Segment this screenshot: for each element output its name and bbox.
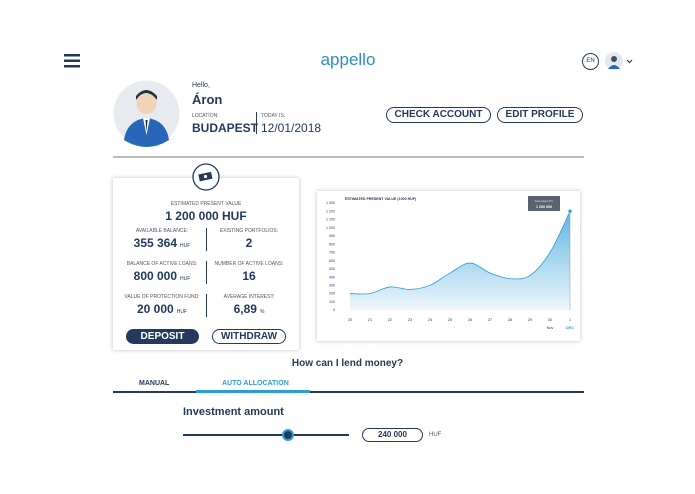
user-menu[interactable] [605,52,635,70]
menu-icon[interactable] [64,54,80,68]
stat-number: 2 [245,236,253,250]
greeting: Hello, [192,82,210,89]
stat-unit: HUF [180,276,191,282]
stat-value: 16 [204,269,294,283]
stat-number: 16 [242,269,256,283]
stat-label: AVAILABLE BALANCE: [135,228,189,234]
stat-number: 6,89 [233,302,257,316]
chart-card [317,191,580,341]
stat-unit: % [259,309,265,315]
slider-knob[interactable] [282,429,294,441]
summary-value: 1 200 000 HUF [165,209,247,223]
language[interactable]: EN [582,53,599,70]
stat-value: 355 364 HUF [117,236,207,250]
x-tick-label: 27 [488,318,492,322]
stat-divider [206,261,207,284]
deposit-button[interactable]: DEPOSIT [126,329,199,344]
y-tick-label: 400 [329,275,335,279]
stat-label: NUMBER OF ACTIVE LOANS: [214,261,284,267]
amount-label: Investment amount [183,406,284,418]
point [567,208,573,214]
x-tick-label: 25 [448,318,452,322]
y-tick-label: 1 300 [326,201,335,205]
x-tick-label: 22 [388,318,392,322]
y-tick-label: 1 200 [326,209,335,213]
tab-line [113,391,584,393]
y-tick-label: 500 [329,267,335,271]
slider-track [183,434,349,436]
stat-unit: HUF [180,243,191,249]
x-tick-label: 26 [468,318,472,322]
stat-value: 2 [204,236,294,250]
stat-value: 6,89% [204,302,294,316]
y-tick-label: 0 [333,308,335,312]
check-account-button[interactable]: CHECK ACCOUNT [386,107,491,123]
withdraw-button[interactable]: WITHDRAW [212,329,286,344]
x-tick-label: 21 [368,318,372,322]
stat-label: BALANCE OF ACTIVE LOANS: [126,261,198,267]
line [349,211,571,295]
y-tick-label: 600 [329,259,335,263]
y-tick-label: 1 100 [326,218,335,222]
amount-input[interactable]: 240 000 [362,428,423,442]
x-tick-label: 20 [348,318,352,322]
user-name: Áron [192,92,223,107]
x-tick-label: 28 [508,318,512,322]
y-tick-label: 700 [329,251,335,255]
date-label: TODAY IS: [261,113,286,119]
summary-title: ESTIMATED PRESENT VALUE [170,201,242,207]
chart: ESTIMATED PRESENT VALUE (1000 HUF) 0 100 2… [326,196,574,330]
y-tick-label: 200 [329,292,335,296]
x-tick-label: 24 [428,318,432,322]
edit-profile-button[interactable]: EDIT PROFILE [497,107,583,123]
stat-number: 355 364 [133,236,178,250]
stat-value: 20 000 HUF [117,302,207,316]
stat-number: 800 000 [133,269,178,283]
tooltip-value: 1 200 000 [536,205,552,209]
stat-unit: HUF [176,309,187,315]
month-label: Nov [547,326,554,330]
y-tick-label: 300 [329,284,335,288]
location: BUDAPEST [192,121,259,135]
separator [113,156,584,158]
stat-label: VALUE OF PROTECTION FUND: [124,294,200,300]
area [350,211,570,310]
x-tick-label: 30 [548,318,552,322]
stat-value: 800 000 HUF [117,269,207,283]
tooltip [528,196,560,211]
y-tick-label: 1 000 [326,226,335,230]
y-tick-label: 100 [329,300,335,304]
stat-label: AVERAGE INTEREST: [223,294,275,300]
tab-auto-allocation[interactable]: AUTO ALLOCATION [222,380,289,387]
lend-title: How can I lend money? [291,358,404,369]
money-icon [192,163,220,191]
y-tick-label: 900 [329,234,335,238]
y-tick-label: 800 [329,242,335,246]
stat-divider [206,294,207,317]
location-label: LOCATION: [192,113,219,119]
tooltip-label: Estimated PV [535,199,553,203]
x-tick-label: 1 [569,318,571,322]
avatar [113,80,180,147]
amount-unit: HUF [429,432,442,438]
x-tick-label: 29 [528,318,532,322]
stat-divider [206,228,207,251]
month-label: DEC [566,326,574,330]
logo[interactable]: appello [320,50,376,69]
chart-title: ESTIMATED PRESENT VALUE (1000 HUF) [345,197,417,201]
stat-label: EXISTING PORTFOLIOS: [219,228,279,234]
tab-manual[interactable]: MANUAL [139,380,170,387]
date: 12/01/2018 [261,121,322,135]
divider [256,112,257,134]
active-tab-indicator [196,390,310,393]
x-tick-label: 23 [408,318,412,322]
stat-number: 20 000 [137,302,174,316]
